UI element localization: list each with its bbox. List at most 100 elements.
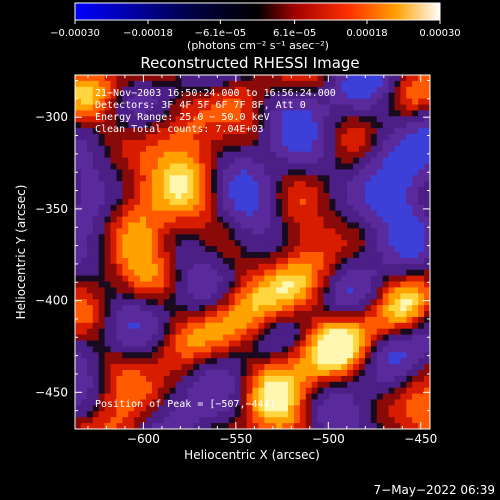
heatmap-cell: [98, 334, 105, 341]
heatmap-cell: [329, 175, 336, 182]
heatmap-cell: [258, 287, 265, 294]
heatmap-cell: [234, 216, 242, 223]
heatmap-cell: [258, 145, 265, 153]
heatmap-cell: [75, 364, 82, 371]
heatmap-cell: [75, 116, 82, 123]
heatmap-cell: [258, 334, 265, 341]
heatmap-cell: [163, 86, 171, 94]
heatmap-cell: [222, 423, 230, 430]
heatmap-cell: [163, 116, 171, 123]
heatmap-cell: [418, 263, 425, 271]
heatmap-cell: [222, 340, 230, 347]
heatmap-cell: [347, 358, 354, 365]
heatmap-cell: [86, 417, 94, 424]
heatmap-cell: [116, 163, 123, 170]
heatmap-cell: [187, 98, 194, 105]
heatmap-cell: [122, 364, 129, 371]
heatmap-cell: [341, 275, 348, 282]
heatmap-cell: [228, 234, 236, 241]
heatmap-cell: [264, 387, 271, 394]
heatmap-cell: [400, 399, 407, 406]
heatmap-cell: [175, 145, 182, 153]
heatmap-cell: [293, 134, 301, 141]
heatmap-cell: [193, 346, 200, 353]
heatmap-cell: [270, 181, 277, 188]
heatmap-cell: [364, 387, 372, 394]
heatmap-cell: [288, 311, 295, 318]
heatmap-cell: [110, 222, 117, 229]
heatmap-cell: [86, 198, 94, 206]
heatmap-cell: [181, 269, 188, 276]
heatmap-cell: [347, 263, 354, 271]
heatmap-cell: [80, 411, 88, 418]
heatmap-cell: [370, 222, 378, 229]
heatmap-cell: [323, 293, 330, 300]
heatmap-cell: [92, 293, 100, 300]
heatmap-cell: [86, 228, 94, 235]
heatmap-cell: [181, 75, 188, 82]
heatmap-cell: [388, 316, 395, 324]
heatmap-cell: [75, 157, 82, 164]
heatmap-cell: [317, 399, 324, 406]
heatmap-cell: [412, 246, 419, 253]
heatmap-cell: [424, 240, 431, 247]
heatmap-cell: [329, 269, 336, 276]
heatmap-cell: [353, 116, 360, 123]
heatmap-cell: [418, 305, 425, 312]
heatmap-cell: [199, 181, 206, 188]
heatmap-cell: [400, 269, 407, 276]
heatmap-cell: [110, 210, 117, 217]
heatmap-cell: [364, 328, 372, 335]
heatmap-cell: [92, 122, 100, 129]
heatmap-cell: [299, 269, 307, 276]
heatmap-cell: [252, 381, 259, 389]
heatmap-cell: [288, 228, 295, 235]
heatmap-cell: [75, 234, 82, 241]
heatmap-cell: [424, 139, 431, 147]
heatmap-cell: [80, 393, 88, 400]
heatmap-cell: [412, 322, 419, 330]
heatmap-cell: [240, 163, 247, 170]
heatmap-cell: [270, 405, 277, 412]
heatmap-cell: [293, 299, 301, 306]
heatmap-cell: [388, 234, 395, 241]
heatmap-cell: [146, 110, 153, 117]
heatmap-cell: [400, 316, 407, 324]
heatmap-cell: [282, 305, 289, 312]
heatmap-cell: [86, 80, 94, 88]
heatmap-cell: [293, 204, 301, 212]
heatmap-cell: [228, 299, 236, 306]
heatmap-cell: [317, 75, 324, 82]
heatmap-cell: [341, 139, 348, 147]
heatmap-cell: [205, 187, 212, 194]
heatmap-cell: [122, 116, 129, 123]
heatmap-cell: [134, 334, 141, 341]
heatmap-cell: [264, 269, 271, 276]
heatmap-cell: [394, 193, 401, 200]
heatmap-cell: [157, 358, 165, 365]
heatmap-cell: [299, 423, 307, 430]
heatmap-cell: [364, 340, 372, 347]
heatmap-cell: [424, 234, 431, 241]
heatmap-cell: [264, 322, 271, 330]
heatmap-cell: [80, 210, 88, 217]
heatmap-cell: [288, 216, 295, 223]
heatmap-cell: [128, 287, 135, 294]
heatmap-cell: [205, 246, 212, 253]
heatmap-cell: [305, 163, 313, 170]
heatmap-cell: [234, 163, 242, 170]
heatmap-cell: [359, 293, 366, 300]
heatmap-cell: [323, 252, 330, 259]
heatmap-cell: [246, 240, 253, 247]
heatmap-cell: [335, 210, 342, 217]
heatmap-cell: [104, 334, 111, 341]
heatmap-cell: [353, 92, 360, 99]
heatmap-cell: [317, 228, 324, 235]
heatmap-cell: [187, 157, 194, 164]
heatmap-cell: [270, 299, 277, 306]
heatmap-cell: [193, 358, 200, 365]
heatmap-cell: [163, 393, 171, 400]
heatmap-cell: [311, 334, 318, 341]
heatmap-cell: [140, 193, 147, 200]
heatmap-cell: [270, 322, 277, 330]
